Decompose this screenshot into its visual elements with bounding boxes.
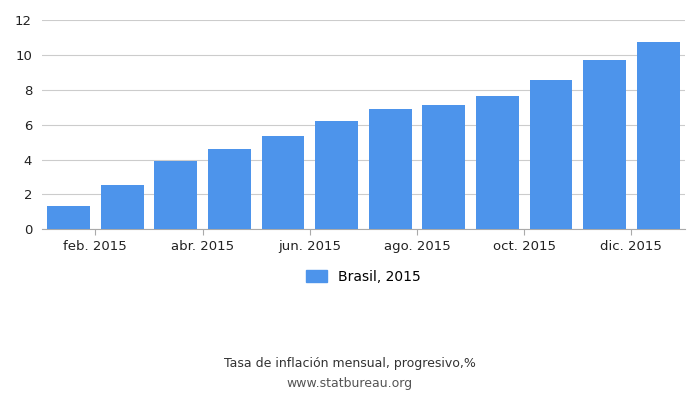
Bar bbox=[154, 161, 197, 229]
Bar bbox=[529, 80, 573, 229]
Bar bbox=[369, 109, 412, 229]
Bar bbox=[315, 121, 358, 229]
Bar bbox=[262, 136, 304, 229]
Bar bbox=[101, 186, 144, 229]
Bar bbox=[208, 148, 251, 229]
Bar bbox=[637, 42, 680, 229]
Bar bbox=[583, 60, 626, 229]
Text: www.statbureau.org: www.statbureau.org bbox=[287, 378, 413, 390]
Text: Tasa de inflación mensual, progresivo,%: Tasa de inflación mensual, progresivo,% bbox=[224, 358, 476, 370]
Bar bbox=[47, 206, 90, 229]
Bar bbox=[476, 96, 519, 229]
Legend: Brasil, 2015: Brasil, 2015 bbox=[300, 264, 426, 290]
Bar bbox=[422, 106, 466, 229]
